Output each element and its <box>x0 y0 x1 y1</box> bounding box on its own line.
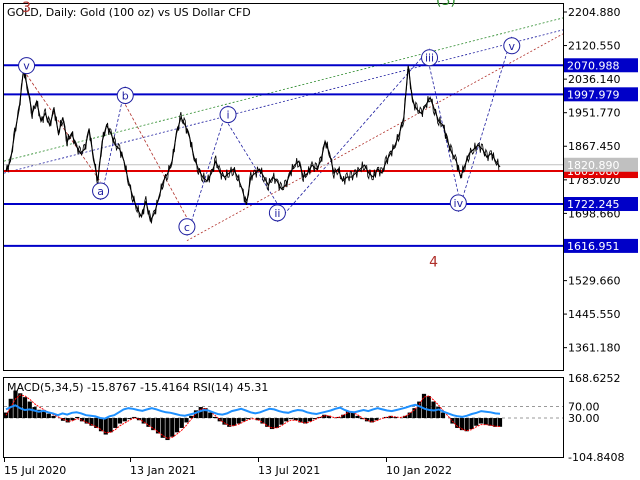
price-badges: 2070.9881997.9791805.0801722.2451616.951… <box>564 58 638 253</box>
wave-guide <box>26 74 101 183</box>
price-tick-label: 1867.450 <box>568 140 621 153</box>
wave-label-text: v <box>23 60 30 73</box>
major-wave-label: 3 <box>22 0 31 16</box>
price-series <box>5 65 501 224</box>
wave-guide <box>277 48 430 223</box>
level-badge <box>564 238 638 253</box>
indicator-tick-label: 30.00 <box>568 412 600 425</box>
wave-guide <box>124 104 188 218</box>
price-tick-label: 2036.140 <box>568 73 621 86</box>
wave-label-circle <box>178 218 196 236</box>
wave-label-text: b <box>122 90 129 103</box>
current-price-badge <box>564 157 638 172</box>
major-wave-label: (3) <box>436 0 456 9</box>
major-wave-label: 4 <box>429 255 438 271</box>
price-tick-label: 1529.660 <box>568 275 621 288</box>
channel-line-green <box>3 17 564 162</box>
price-tick-label: 1445.550 <box>568 308 621 321</box>
time-tick-label: 10 Jan 2022 <box>386 464 452 477</box>
chart-title: GOLD, Daily: Gold (100 oz) vs US Dollar … <box>7 6 251 19</box>
wave-label-text: c <box>184 221 190 234</box>
level-badge-label: 1997.979 <box>567 88 620 101</box>
indicator-tick-label: 70.00 <box>568 400 600 413</box>
time-tick-label: 13 Jul 2021 <box>258 464 320 477</box>
indicator-tick-label: -104.8408 <box>568 451 624 464</box>
time-axis: 15 Jul 2020 13 Jan 2021 13 Jul 2021 10 Jan … <box>4 457 452 477</box>
level-badge-label: 2070.988 <box>567 59 620 72</box>
wave-label-circle <box>268 204 286 222</box>
wave-guide <box>429 66 459 195</box>
horizontal-levels <box>4 64 563 247</box>
wave-label-text: v <box>509 40 516 53</box>
wave-guide-lines <box>3 17 564 242</box>
level-badge-label: 1616.951 <box>567 240 620 253</box>
current-price-label: 1820.890 <box>567 159 620 172</box>
wave-guide <box>186 105 229 236</box>
wave-label-text: iii <box>425 52 434 65</box>
level-badge-label: 1722.245 <box>567 198 620 211</box>
wave-label-text: iv <box>454 197 464 210</box>
wave-guide <box>227 123 278 205</box>
price-tick-label: 1951.770 <box>568 107 621 120</box>
level-badge <box>564 87 638 102</box>
wave-guide <box>100 86 126 201</box>
wave-label-text: a <box>97 185 104 198</box>
level-badge <box>564 197 638 212</box>
wave-label-circle <box>503 37 521 55</box>
wave-label-text: ii <box>274 207 280 220</box>
price-tick-label: 2120.550 <box>568 40 621 53</box>
wave-label-circle <box>219 106 237 124</box>
wave-label-circle <box>18 57 36 75</box>
wave-label-circle <box>92 182 110 200</box>
channel-line-blue <box>3 29 564 174</box>
level-badge <box>564 58 638 73</box>
wave-label-circle <box>449 194 467 212</box>
indicator-title: MACD(5,34,5) -15.8767 -15.4164 RSI(14) 4… <box>7 381 268 394</box>
wave-label-circle <box>116 87 134 104</box>
channel-line-red <box>186 33 564 242</box>
price-tick-label: 2204.880 <box>568 6 621 19</box>
rsi-line <box>5 403 501 420</box>
time-tick-label: 15 Jul 2020 <box>4 464 66 477</box>
price-detail <box>5 66 500 224</box>
price-tick-label: 1361.180 <box>568 342 621 355</box>
wave-label-circle <box>421 49 439 67</box>
wave-label-text: i <box>227 109 230 122</box>
indicator-series <box>3 390 503 441</box>
indicator-tick-label: 168.6252 <box>568 372 621 385</box>
time-tick-label: 13 Jan 2021 <box>130 464 196 477</box>
